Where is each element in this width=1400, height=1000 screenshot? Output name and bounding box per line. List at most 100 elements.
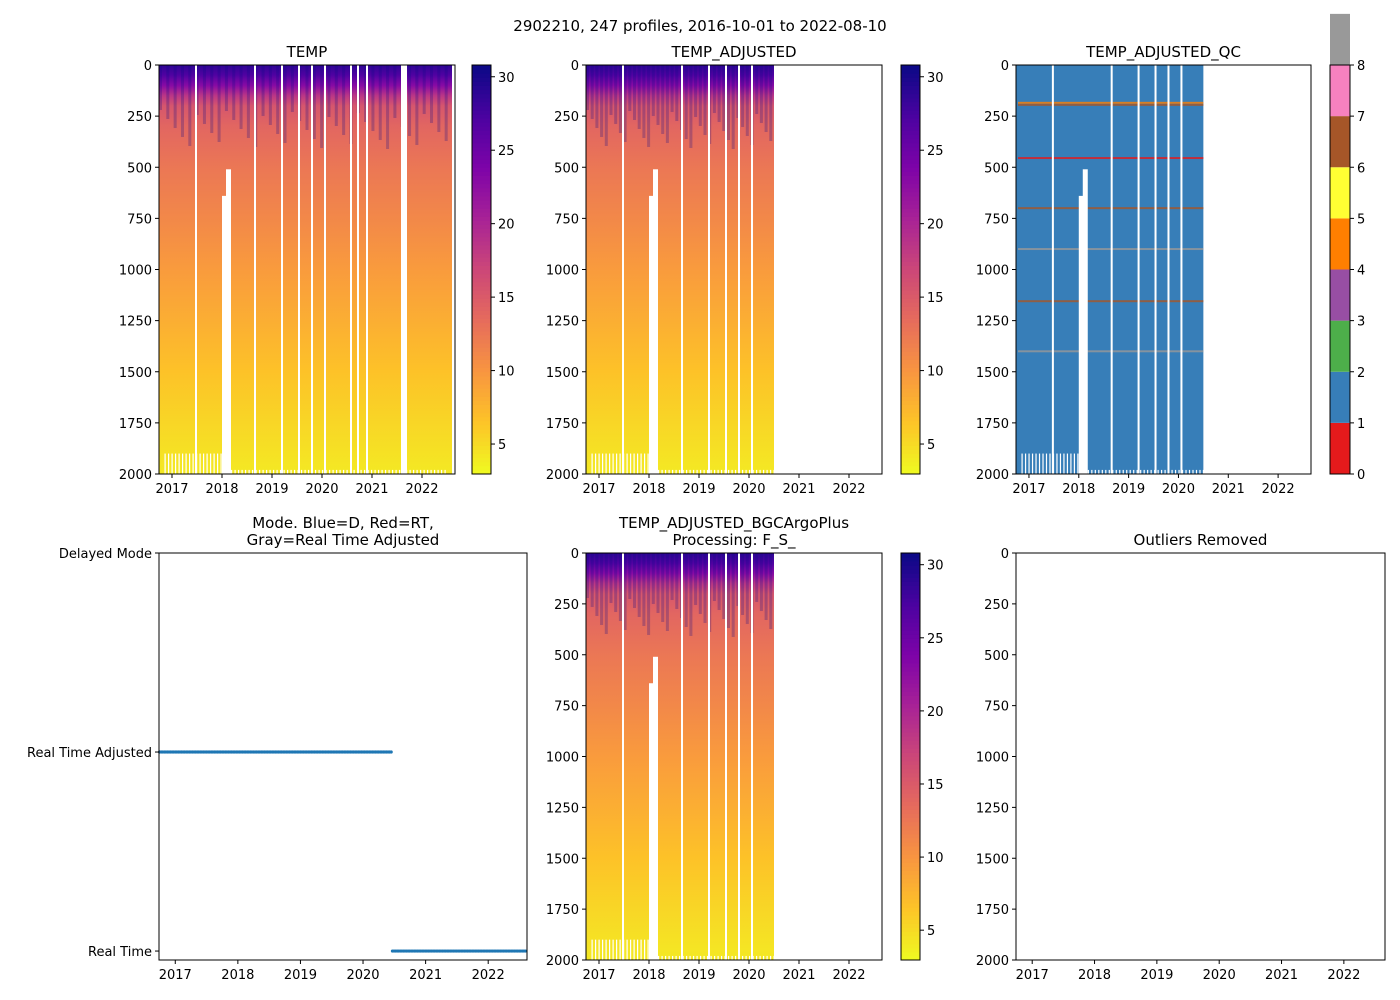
bottom-gap: [392, 469, 394, 474]
colorbar-segment: [472, 449, 491, 455]
bottom-gap: [616, 939, 618, 960]
colorbar-segment: [901, 191, 920, 197]
colorbar-tick-label: 4: [1357, 264, 1365, 279]
x-tick-label: 2021: [782, 968, 815, 983]
surface-variability: [637, 553, 641, 617]
profile-gap: [1110, 65, 1113, 474]
x-tick-label: 2019: [1140, 968, 1173, 983]
colorbar-segment: [901, 326, 920, 332]
bottom-gap: [1185, 469, 1187, 474]
colorbar-segment: [901, 281, 920, 287]
y-tick-label: 1750: [976, 903, 1009, 918]
colorbar-tick-label: 20: [927, 705, 944, 720]
bottom-gap: [1143, 469, 1145, 474]
bottom-gap: [665, 469, 667, 474]
surface-variability: [166, 65, 170, 119]
surface-variability: [651, 553, 655, 604]
colorbar-segment: [901, 666, 920, 672]
y-tick-label: 2000: [546, 468, 579, 483]
bottom-gap: [773, 955, 775, 960]
x-tick-label: 2017: [582, 482, 615, 497]
colorbar-segment: [901, 404, 920, 410]
colorbar-segment: [901, 622, 920, 627]
bottom-gap: [679, 469, 681, 474]
colorbar-segment: [901, 748, 920, 753]
bottom-gap: [346, 469, 348, 474]
colorbar-segment: [901, 841, 920, 847]
bottom-gap: [1105, 469, 1107, 474]
colorbar-segment: [472, 412, 491, 418]
x-tick-label: 2020: [1203, 968, 1236, 983]
y-tick-label: 750: [554, 212, 579, 227]
surface-variability: [694, 65, 698, 117]
bottom-gap: [742, 469, 744, 474]
colorbar-segment: [901, 408, 920, 414]
colorbar-segment: [472, 240, 491, 246]
x-tick-label: 2019: [255, 482, 288, 497]
colorbar-segment: [901, 927, 920, 933]
bottom-gap: [444, 469, 446, 474]
mode-point: [389, 750, 393, 754]
colorbar-segment: [901, 277, 920, 283]
bottom-gap: [672, 469, 674, 474]
colorbar-segment: [472, 433, 491, 438]
bottom-gap: [679, 955, 681, 960]
y-tick-label: Real Time Adjusted: [27, 746, 152, 761]
colorbar-segment: [901, 310, 920, 315]
surface-variability: [224, 65, 228, 111]
bottom-gap: [696, 955, 698, 960]
colorbar-segment: [901, 150, 920, 156]
bottom-gap: [1056, 453, 1058, 474]
y-tick-label: 1000: [976, 751, 1009, 766]
colorbar-segment: [901, 351, 920, 356]
x-tick-label: 2022: [832, 482, 865, 497]
surface-variability: [764, 65, 768, 132]
colorbar-segment: [472, 343, 491, 348]
bottom-gap: [339, 469, 341, 474]
colorbar-segment: [901, 585, 920, 591]
colorbar-segment: [472, 105, 491, 111]
colorbar-segment: [901, 109, 920, 115]
bottom-gap: [1192, 469, 1194, 474]
bottom-gap: [1188, 469, 1191, 474]
axes-frame: [158, 552, 528, 961]
x-tick-label: 2020: [346, 968, 379, 983]
colorbar-segment: [472, 351, 491, 356]
colorbar-segment: [472, 244, 491, 250]
bottom-gap: [623, 453, 625, 474]
y-tick-label: 250: [127, 110, 152, 125]
surface-variability: [312, 65, 316, 139]
colorbar-segment: [472, 89, 491, 95]
colorbar-segment: [901, 330, 920, 336]
x-tick-label: 2018: [1062, 482, 1095, 497]
bottom-gap: [252, 469, 254, 474]
profile-gap: [324, 65, 326, 474]
bottom-gap: [703, 955, 705, 960]
surface-variability: [430, 65, 434, 123]
colorbar-segment: [901, 261, 920, 266]
colorbar-tick-label: 25: [498, 144, 515, 159]
bottom-gap: [668, 469, 670, 474]
surface-variability: [637, 65, 641, 129]
colorbar-tick-label: 20: [927, 218, 944, 233]
profile-gap: [681, 65, 683, 474]
y-tick-label: 1500: [119, 366, 152, 381]
colorbar-segment: [472, 392, 491, 397]
surface-variability: [327, 65, 331, 117]
y-tick-label: 250: [984, 598, 1009, 613]
colorbar-segment: [901, 561, 920, 566]
colorbar-segment: [901, 691, 920, 696]
colorbar-segment: [901, 715, 920, 721]
x-tick-label: 2018: [205, 482, 238, 497]
colorbar-frame: [900, 552, 921, 961]
surface-variability: [717, 65, 721, 122]
bottom-gap: [1150, 469, 1152, 474]
surface-variability: [305, 65, 309, 130]
colorbar-segment: [472, 318, 491, 324]
profile-gap: [708, 553, 710, 960]
colorbar: 0 1 2 3 4 5 6 7 8: [1329, 13, 1365, 483]
bottom-gap: [644, 939, 646, 960]
bottom-gap: [409, 469, 411, 474]
bottom-gap: [357, 469, 359, 474]
